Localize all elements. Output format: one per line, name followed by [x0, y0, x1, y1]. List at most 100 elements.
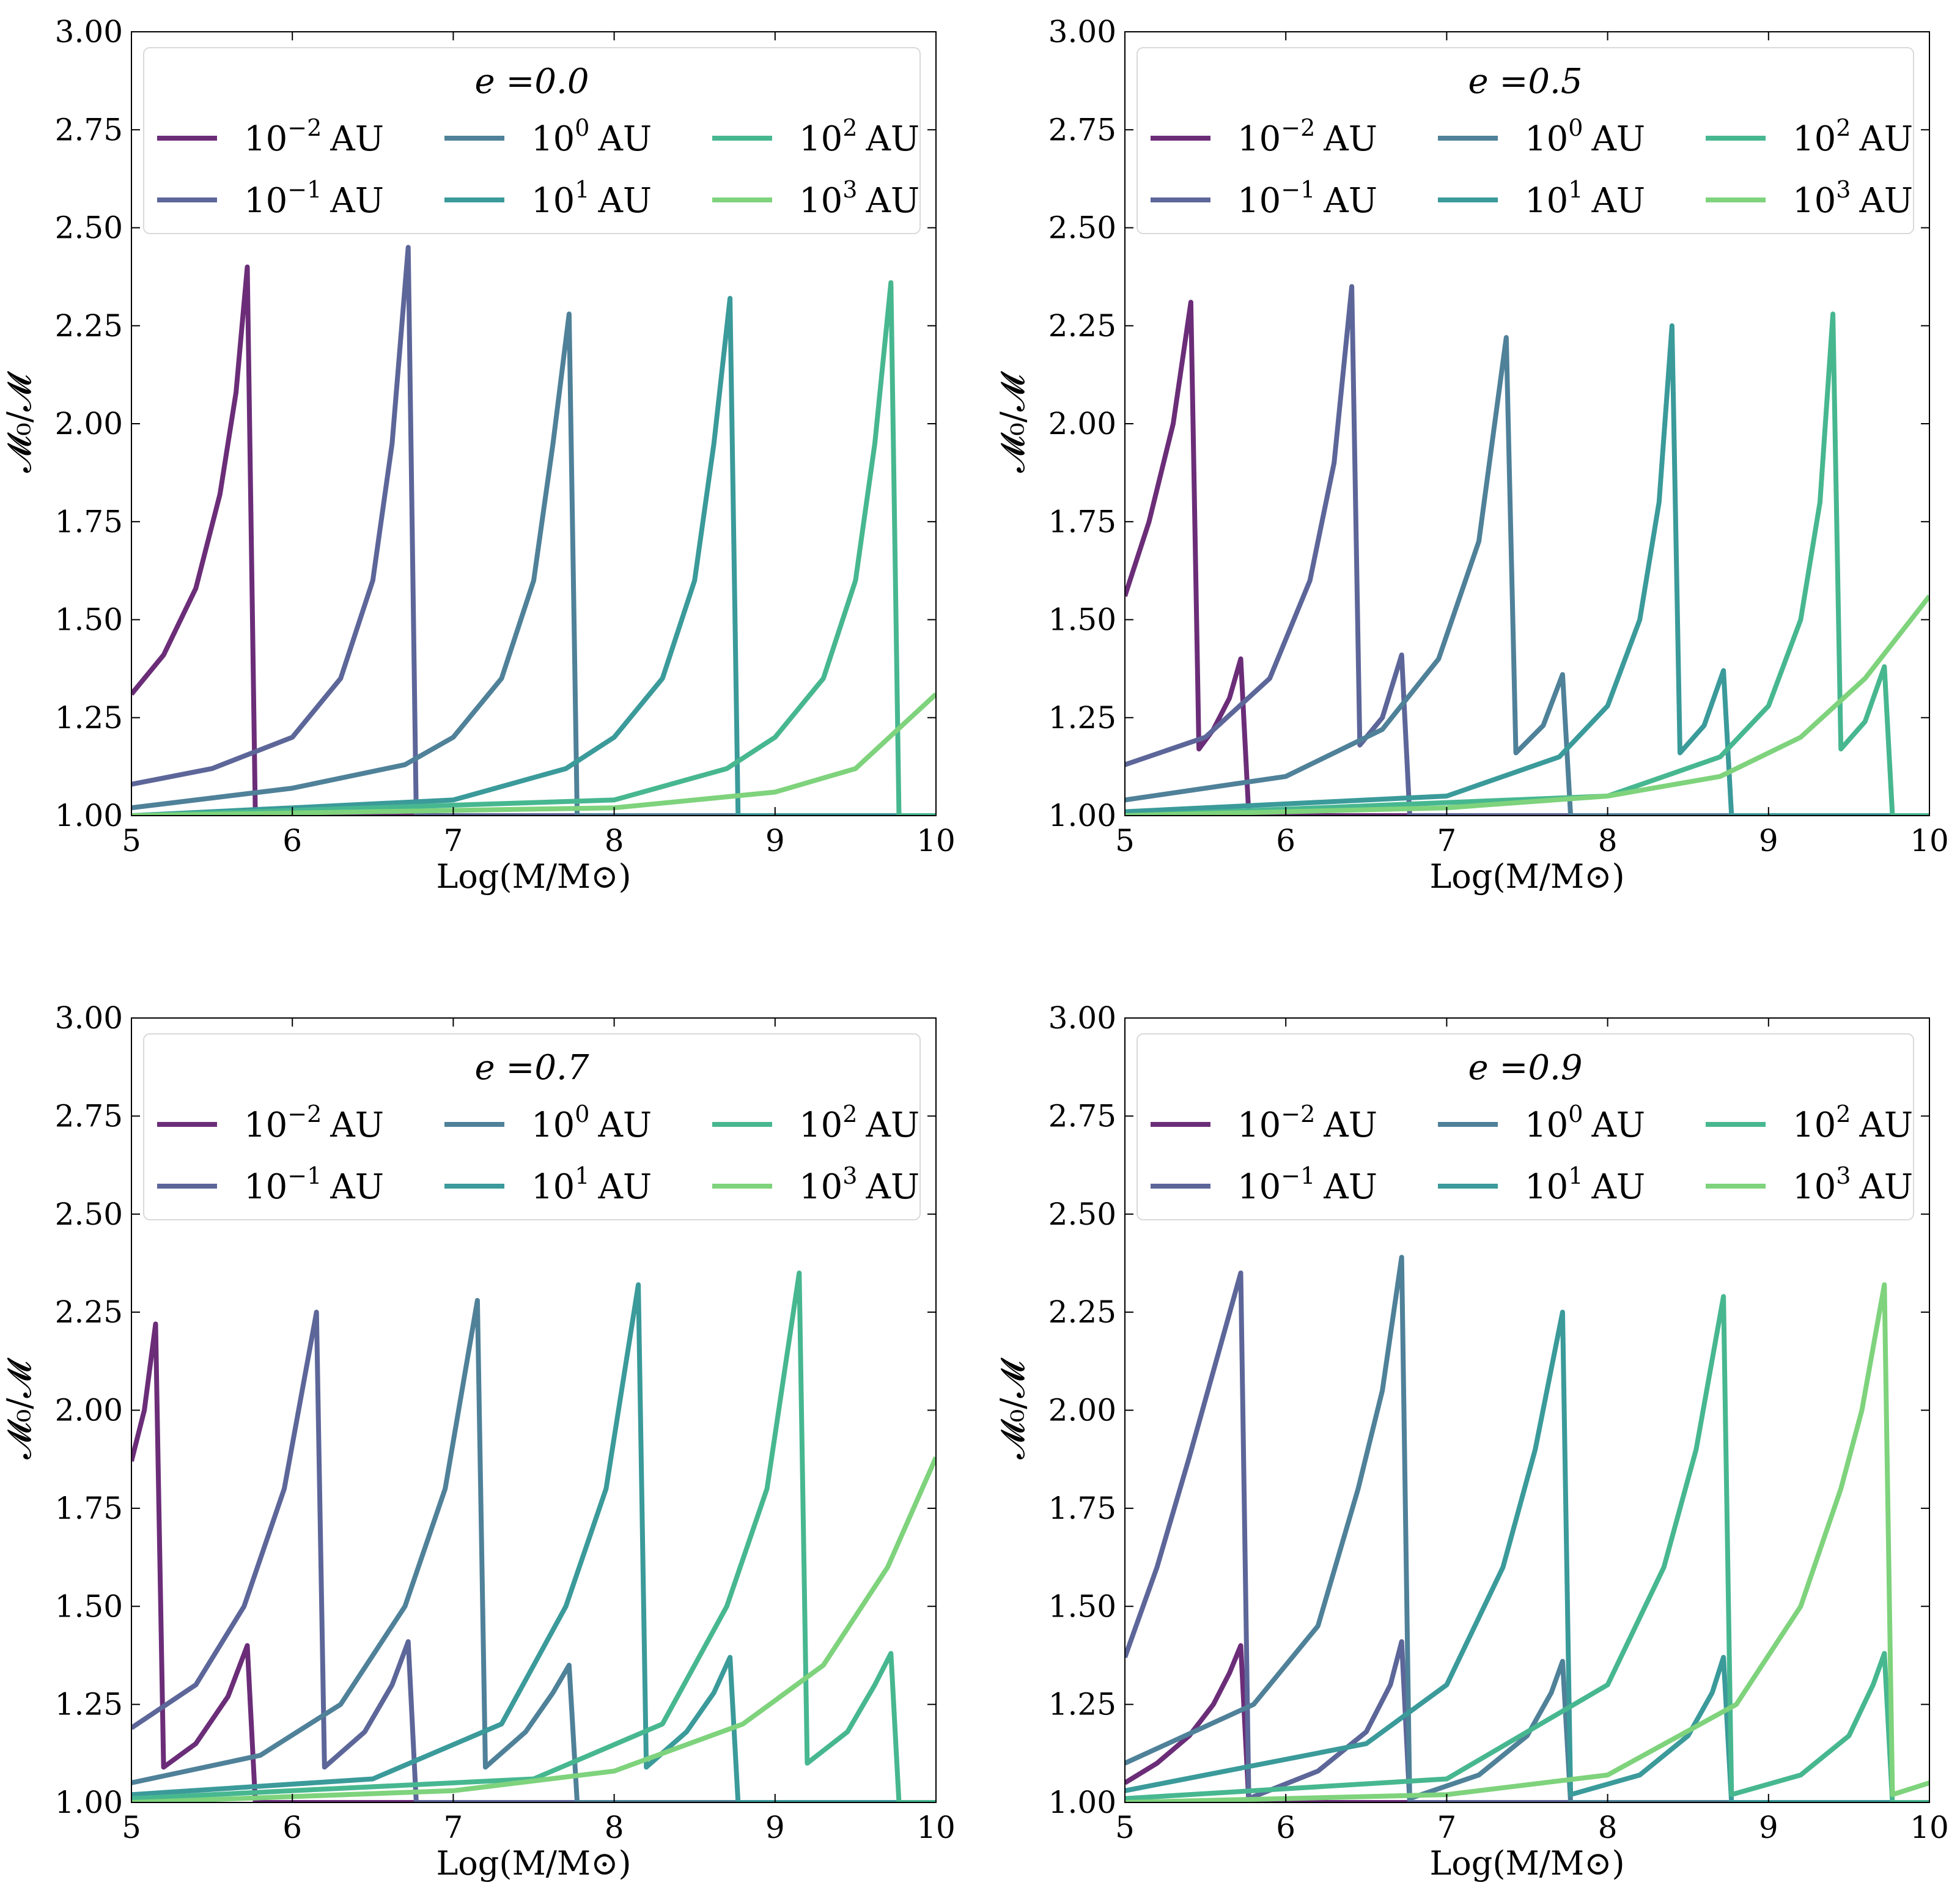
legend-base: 10 [799, 181, 842, 221]
y-tick-label: 2.75 [55, 112, 123, 147]
legend-entry: 103 AU [1792, 1162, 1913, 1207]
legend-unit: AU [1859, 1105, 1913, 1145]
legend-entry: 100 AU [1525, 114, 1645, 159]
chart-panel-3: 5 6 7 8 9 101.001.251.501.752.002.252.502.753… [993, 1000, 1949, 1883]
legend-base: 10 [799, 119, 842, 159]
series-line-1 [1125, 284, 1929, 816]
legend-entry: 101 AU [531, 176, 652, 221]
legend-unit: AU [1323, 1105, 1377, 1145]
series-line-3 [131, 1282, 936, 1802]
legend-entry: 100 AU [531, 1101, 652, 1145]
series-line-2 [131, 311, 936, 816]
legend-unit: AU [865, 1105, 919, 1145]
legend-exponent: −2 [1281, 114, 1315, 141]
legend-entry: 10−2 AU [1237, 114, 1377, 159]
legend-entry: 10−2 AU [244, 1101, 384, 1145]
legend-entry: 103 AU [799, 1162, 919, 1207]
y-tick-label: 1.75 [1048, 504, 1116, 539]
x-tick-label: 10 [1910, 823, 1949, 858]
series-line-4 [131, 280, 936, 816]
x-tick-label: 7 [443, 1810, 463, 1845]
legend-exponent: 1 [1568, 176, 1583, 203]
y-tick-label: 2.50 [55, 210, 123, 246]
chart-panel-1: 5 6 7 8 9 101.001.251.501.752.002.252.502.753… [993, 14, 1949, 896]
legend-title: e =0.7 [475, 1048, 589, 1088]
series-line-1 [131, 245, 936, 816]
y-tick-label: 1.25 [1048, 700, 1116, 736]
y-tick-label: 2.00 [55, 1393, 123, 1428]
legend-exponent: −1 [287, 176, 322, 203]
x-tick-label: 7 [1437, 823, 1456, 858]
series-line-4 [1125, 311, 1929, 816]
x-tick-label: 8 [605, 1810, 624, 1845]
legend-exponent: 0 [575, 114, 589, 141]
y-tick-label: 2.50 [1048, 210, 1116, 246]
legend-base: 10 [1525, 181, 1568, 221]
legend-unit: AU [1591, 1105, 1645, 1145]
legend-unit: AU [865, 181, 919, 221]
legend-base: 10 [1237, 1105, 1281, 1145]
legend-exponent: 0 [575, 1101, 589, 1127]
series-line-2 [1125, 335, 1929, 816]
series-line-1 [131, 1310, 936, 1802]
legend-unit: AU [330, 181, 384, 221]
legend-unit: AU [1323, 1167, 1377, 1207]
legend-box [1137, 47, 1914, 234]
legend-entry: 102 AU [799, 1101, 919, 1145]
legend-box [143, 47, 921, 234]
legend-base: 10 [244, 1167, 287, 1207]
y-tick-label: 1.50 [1048, 1588, 1116, 1624]
x-tick-label: 9 [1759, 823, 1778, 858]
legend-exponent: 2 [1836, 1101, 1851, 1127]
series-line-2 [131, 1297, 936, 1802]
y-tick-label: 1.00 [55, 1785, 123, 1820]
y-tick-label: 2.25 [55, 308, 123, 344]
x-tick-label: 10 [1910, 1810, 1949, 1845]
legend-base: 10 [1792, 181, 1836, 221]
legend-unit: AU [1591, 1167, 1645, 1207]
y-tick-label: 3.00 [55, 1000, 123, 1036]
legend-base: 10 [244, 181, 287, 221]
x-tick-label: 8 [605, 823, 624, 858]
y-tick-label: 2.25 [55, 1294, 123, 1330]
legend-base: 10 [1237, 1167, 1281, 1207]
chart-panel-0: 5 6 7 8 9 101.001.251.501.752.002.252.502.753… [0, 14, 956, 896]
legend-base: 10 [244, 119, 287, 159]
legend-entry: 102 AU [799, 114, 919, 159]
legend-exponent: 1 [1568, 1162, 1583, 1189]
y-tick-label: 2.50 [55, 1197, 123, 1232]
legend-box [143, 1033, 921, 1220]
legend-title: e =0.5 [1468, 62, 1583, 101]
legend-title: e =0.9 [1468, 1048, 1583, 1088]
x-axis-label: Log(M/M⊙) [436, 857, 631, 896]
legend-base: 10 [1792, 1167, 1836, 1207]
legend-unit: AU [1591, 119, 1645, 159]
legend-unit: AU [1591, 181, 1645, 221]
legend-unit: AU [330, 1105, 384, 1145]
x-tick-label: 5 [1115, 1810, 1135, 1845]
legend-unit: AU [597, 181, 652, 221]
y-tick-label: 1.50 [55, 1588, 123, 1624]
y-tick-label: 1.50 [55, 602, 123, 638]
y-tick-label: 1.25 [1048, 1687, 1116, 1722]
y-tick-label: 2.75 [1048, 112, 1116, 147]
series-line-5 [1125, 1282, 1929, 1802]
legend-unit: AU [597, 1105, 652, 1145]
legend-base: 10 [531, 1167, 575, 1207]
x-tick-label: 9 [1759, 1810, 1778, 1845]
y-tick-label: 2.75 [1048, 1098, 1116, 1134]
x-tick-label: 10 [916, 1810, 956, 1845]
x-axis-label: Log(M/M⊙) [1429, 1844, 1624, 1883]
legend-exponent: 3 [1836, 1162, 1851, 1189]
x-tick-label: 9 [765, 823, 785, 858]
y-tick-label: 1.50 [1048, 602, 1116, 638]
legend-entry: 100 AU [531, 114, 652, 159]
legend-exponent: 3 [842, 176, 857, 203]
legend-base: 10 [799, 1105, 842, 1145]
x-tick-label: 5 [122, 823, 141, 858]
y-tick-label: 2.00 [1048, 406, 1116, 441]
y-tick-label: 2.25 [1048, 308, 1116, 344]
legend-entry: 10−1 AU [1237, 1162, 1377, 1207]
x-tick-label: 8 [1598, 823, 1618, 858]
